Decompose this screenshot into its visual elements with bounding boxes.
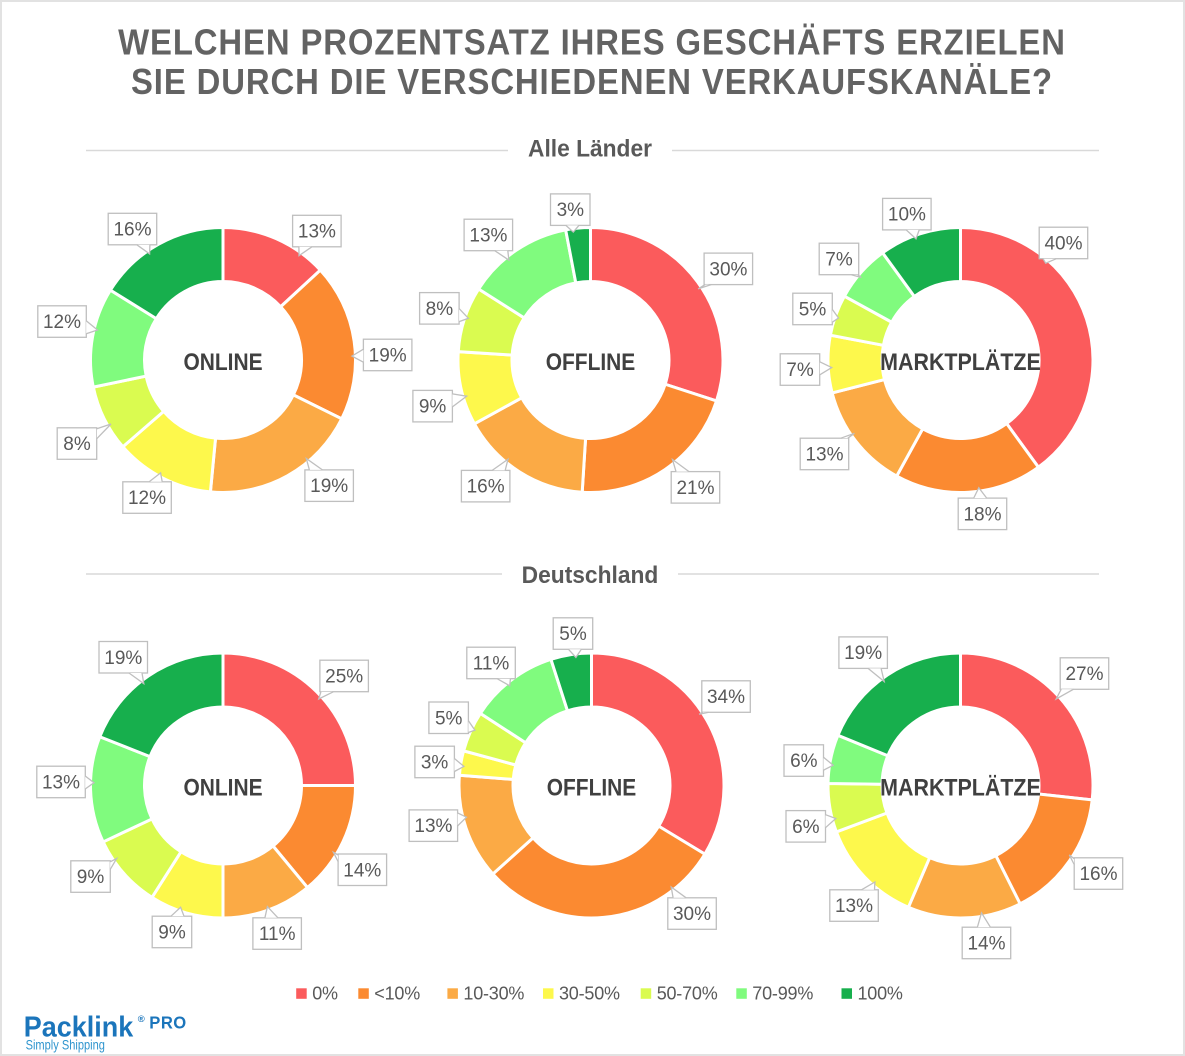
svg-text:12%: 12% [43, 312, 81, 333]
svg-text:6%: 6% [790, 751, 818, 772]
svg-text:40%: 40% [1044, 234, 1082, 255]
svg-text:5%: 5% [435, 708, 463, 729]
svg-text:30%: 30% [709, 259, 747, 280]
svg-text:7%: 7% [825, 250, 853, 271]
svg-text:13%: 13% [835, 896, 873, 917]
svg-text:34%: 34% [707, 687, 745, 708]
svg-text:11%: 11% [473, 654, 510, 675]
svg-text:13%: 13% [298, 222, 336, 243]
svg-text:WELCHEN PROZENTSATZ IHRES GESC: WELCHEN PROZENTSATZ IHRES GESCHÄFTS ERZI… [118, 23, 1066, 63]
svg-text:6%: 6% [792, 817, 820, 838]
svg-text:19%: 19% [310, 476, 348, 497]
svg-text:21%: 21% [676, 478, 714, 499]
svg-text:13%: 13% [414, 816, 452, 837]
svg-text:30%: 30% [673, 904, 711, 925]
svg-text:Simply Shipping: Simply Shipping [26, 1037, 105, 1052]
svg-text:®: ® [138, 1014, 145, 1025]
svg-text:ONLINE: ONLINE [183, 773, 262, 801]
svg-text:9%: 9% [419, 397, 447, 418]
svg-text:9%: 9% [158, 923, 186, 944]
svg-text:16%: 16% [113, 220, 151, 241]
svg-text:13%: 13% [469, 225, 507, 246]
svg-text:19%: 19% [104, 648, 142, 669]
svg-text:MARKTPLÄTZE: MARKTPLÄTZE [880, 348, 1041, 376]
svg-text:13%: 13% [42, 773, 80, 794]
svg-text:18%: 18% [963, 504, 1001, 525]
svg-text:Alle Länder: Alle Länder [528, 136, 652, 163]
svg-text:ONLINE: ONLINE [183, 347, 262, 375]
svg-text:<10%: <10% [374, 984, 420, 1004]
svg-text:0%: 0% [312, 984, 338, 1004]
svg-text:PRO: PRO [149, 1013, 186, 1032]
svg-text:5%: 5% [799, 300, 827, 321]
svg-text:70-99%: 70-99% [752, 984, 813, 1004]
svg-text:Deutschland: Deutschland [522, 562, 659, 589]
svg-text:16%: 16% [467, 477, 505, 498]
svg-text:8%: 8% [63, 434, 91, 455]
svg-text:10%: 10% [888, 205, 926, 226]
svg-text:25%: 25% [325, 667, 363, 688]
svg-text:5%: 5% [559, 624, 587, 645]
svg-text:7%: 7% [786, 360, 814, 381]
svg-text:14%: 14% [967, 934, 1005, 955]
svg-text:30-50%: 30-50% [559, 984, 620, 1004]
svg-text:100%: 100% [858, 984, 903, 1004]
svg-text:3%: 3% [421, 753, 449, 774]
svg-text:19%: 19% [844, 643, 882, 664]
svg-text:OFFLINE: OFFLINE [546, 347, 636, 375]
svg-text:OFFLINE: OFFLINE [547, 773, 637, 801]
svg-text:14%: 14% [343, 860, 381, 881]
svg-text:13%: 13% [805, 445, 843, 466]
svg-text:MARKTPLÄTZE: MARKTPLÄTZE [880, 773, 1041, 801]
svg-text:8%: 8% [426, 299, 454, 320]
svg-text:12%: 12% [128, 488, 166, 509]
svg-text:50-70%: 50-70% [657, 984, 718, 1004]
svg-text:9%: 9% [77, 867, 105, 888]
svg-text:10-30%: 10-30% [463, 984, 524, 1004]
svg-text:27%: 27% [1065, 664, 1103, 685]
svg-text:11%: 11% [259, 924, 296, 945]
svg-text:SIE DURCH DIE VERSCHIEDENEN VE: SIE DURCH DIE VERSCHIEDENEN VERKAUFSKANÄ… [131, 63, 1053, 103]
svg-text:19%: 19% [369, 346, 407, 367]
svg-text:16%: 16% [1079, 864, 1117, 885]
svg-text:3%: 3% [557, 200, 585, 221]
svg-text:Packlink: Packlink [24, 1011, 134, 1043]
